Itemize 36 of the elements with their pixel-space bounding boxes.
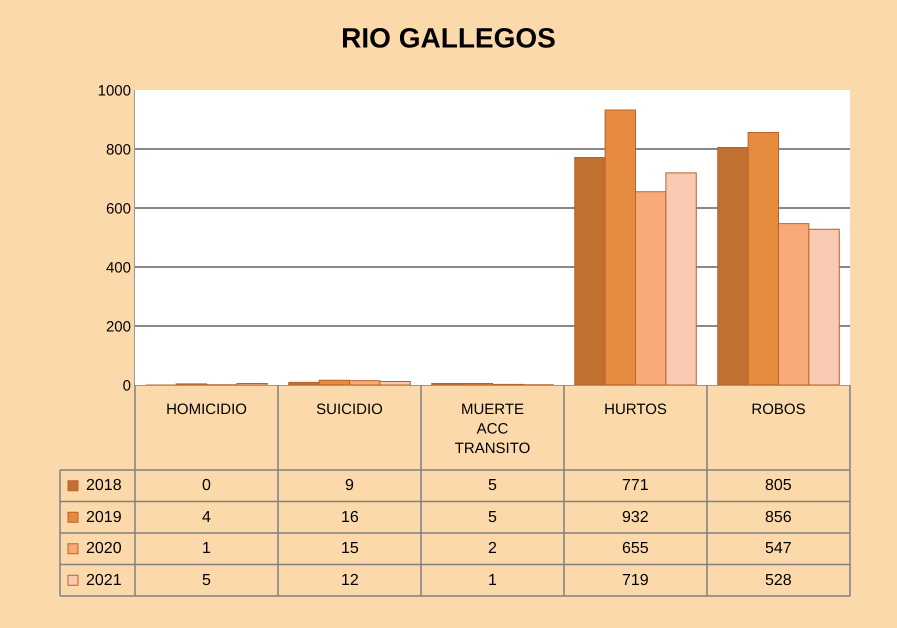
data-label: 4 (202, 509, 211, 526)
y-tick-label: 200 (106, 318, 131, 336)
data-label: 5 (488, 477, 497, 494)
x-tick-label: HURTOS (604, 401, 667, 418)
data-label: 771 (622, 477, 649, 494)
x-tick-label: SUICIDIO (316, 401, 383, 418)
data-label: 2 (488, 540, 497, 557)
data-label: 856 (765, 509, 792, 526)
data-label: 528 (765, 572, 792, 589)
data-label: 9 (345, 477, 354, 494)
data-label: 15 (341, 540, 359, 557)
data-label: 5 (488, 509, 497, 526)
legend-label: 2018 (86, 477, 122, 494)
x-tick-label: MUERTE ACC TRANSITO (454, 401, 530, 457)
data-label: 547 (765, 540, 792, 557)
y-tick-label: 0 (122, 377, 131, 394)
data-label: 805 (765, 477, 792, 494)
data-label: 5 (202, 572, 211, 589)
legend-label: 2021 (86, 572, 122, 589)
chart-title: RIO GALLEGOS (341, 22, 556, 54)
data-label: 1 (202, 540, 211, 557)
data-label: 1 (488, 572, 497, 589)
data-label: 719 (622, 572, 649, 589)
y-tick-label: 600 (106, 200, 131, 218)
legend-label: 2020 (86, 540, 122, 557)
data-label: 16 (341, 509, 359, 526)
x-tick-label: ROBOS (751, 401, 806, 418)
data-label: 12 (341, 572, 359, 589)
data-label: 655 (622, 540, 649, 557)
data-label: 932 (622, 509, 649, 526)
y-tick-label: 800 (106, 141, 131, 158)
y-tick-label: 400 (106, 259, 131, 276)
data-label: 0 (202, 477, 211, 494)
x-tick-label: HOMICIDIO (166, 401, 247, 418)
y-tick-label: 1000 (98, 82, 131, 100)
legend-label: 2019 (86, 509, 122, 526)
